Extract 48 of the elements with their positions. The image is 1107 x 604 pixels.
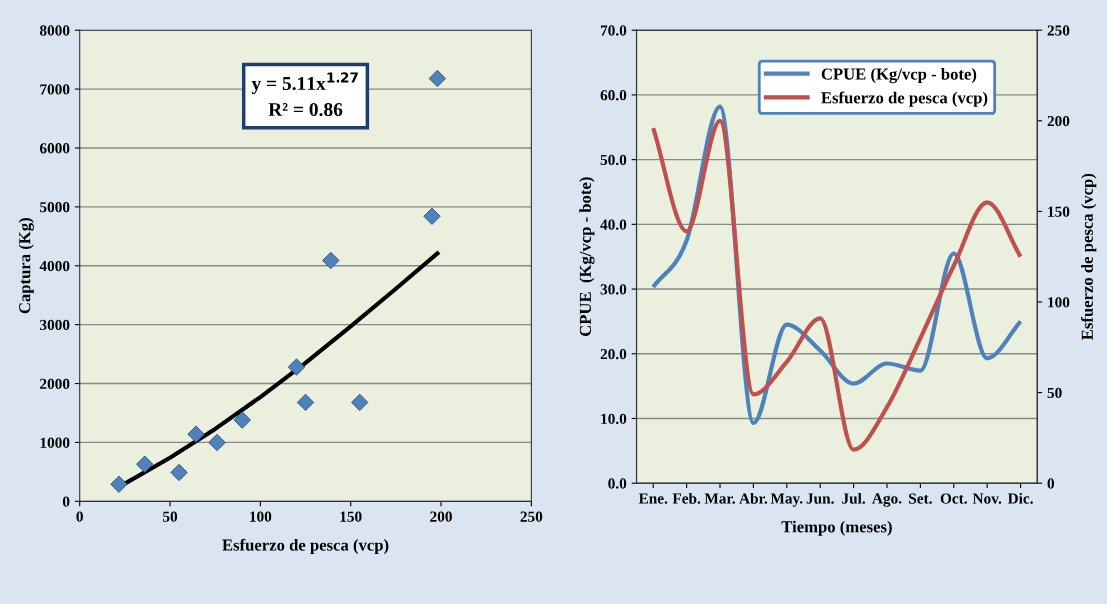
y-tick-label: 6000 (39, 143, 70, 154)
y-tick-label: 4000 (39, 260, 70, 272)
y-tick-label: 2000 (40, 378, 70, 389)
y-tick-label: 8000 (39, 25, 70, 36)
y2-tick-label: 50 (1047, 387, 1062, 399)
x-tick-label: Abr. (739, 492, 768, 504)
y-tick-label: 1000 (40, 437, 70, 448)
x-tick-label: May. (770, 493, 803, 507)
text: y = 5.11x$^{1.27}$ R² = 0.86 (251, 72, 358, 117)
y2-tick-label: 150 (1048, 206, 1070, 217)
y-tick-label: 40.0 (600, 219, 627, 230)
x-tick-label: Oct. (940, 493, 967, 504)
y-tick-label: 5000 (40, 202, 70, 213)
x-tick-label: Nov. (972, 493, 1002, 504)
x-axis-title: Esfuerzo de pesca (vcp) (222, 538, 389, 555)
x-tick-label: 0 (76, 511, 83, 522)
y-axis-title: CPUE (Kg/vcp - bote) (579, 177, 595, 336)
x-tick-label: Jun. (806, 493, 834, 504)
y-axis-title: Captura (Kg) (18, 218, 34, 314)
y-tick-label: 60.0 (600, 90, 627, 101)
x-tick-label: 50 (163, 511, 178, 522)
y2-tick-label: 200 (1047, 115, 1070, 127)
legend-label: Esfuerzo de pesca (vcp) (821, 91, 988, 107)
x-tick-label: Ene. (638, 493, 668, 504)
x-tick-label: Feb. (672, 492, 701, 504)
y2-tick-label: 0 (1047, 478, 1055, 489)
x-tick-label: Set. (909, 493, 932, 504)
y2-tick-label: 100 (1048, 297, 1070, 308)
y-tick-label: 50.0 (600, 154, 627, 166)
y-tick-label: 3000 (40, 319, 70, 331)
y-tick-label: 10.0 (601, 413, 627, 424)
y2-tick-label: 250 (1047, 25, 1070, 36)
x-axis-title: Tiempo (meses) (781, 520, 892, 536)
x-tick-label: Mar. (704, 493, 735, 504)
x-tick-label: Ago. (872, 493, 902, 507)
x-tick-label: 150 (340, 511, 362, 522)
y-tick-label: 20.0 (600, 348, 627, 360)
y-tick-label: 7000 (40, 84, 70, 95)
x-tick-label: Jul. (842, 492, 866, 504)
y2-axis-title: Esfuerzo de pesca (vcp) (1081, 173, 1097, 340)
x-tick-label: Dic. (1007, 492, 1033, 504)
y-tick-label: 0.0 (608, 478, 627, 489)
y-tick-label: 30.0 (600, 284, 627, 295)
y-tick-label: 70.0 (600, 25, 627, 36)
x-tick-label: 200 (430, 511, 452, 522)
legend-label: CPUE (Kg/vcp - bote) (821, 67, 977, 84)
x-tick-label: 100 (250, 511, 272, 522)
x-tick-label: 250 (520, 511, 543, 522)
